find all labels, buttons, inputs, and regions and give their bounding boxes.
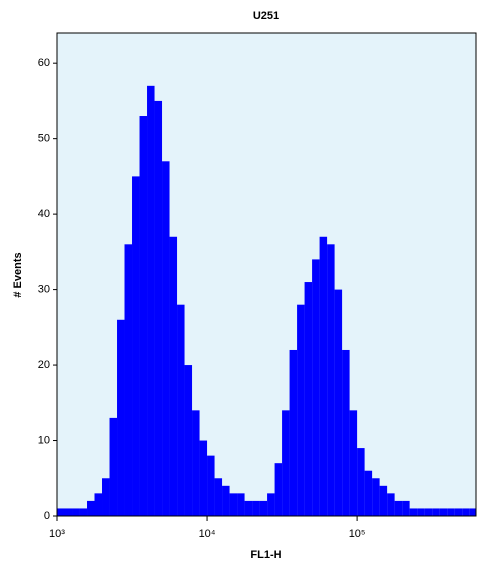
bar xyxy=(274,463,283,516)
bar xyxy=(87,500,95,516)
bar xyxy=(117,319,125,516)
bar xyxy=(312,259,320,516)
bar xyxy=(439,508,448,516)
bar xyxy=(282,410,290,516)
bar xyxy=(154,100,163,516)
bar xyxy=(57,508,65,516)
bar xyxy=(94,493,103,516)
bar xyxy=(259,500,268,516)
bar xyxy=(417,508,425,516)
bar xyxy=(327,244,335,516)
y-tick-label: 0 xyxy=(44,510,50,522)
y-tick-label: 10 xyxy=(38,434,50,446)
y-tick-label: 60 xyxy=(38,57,50,69)
bar xyxy=(447,508,455,516)
bar xyxy=(72,508,80,516)
bar xyxy=(64,508,73,516)
x-axis-label: FL1-H xyxy=(250,549,281,561)
bar xyxy=(252,500,260,516)
bar xyxy=(454,508,463,516)
bar xyxy=(297,304,305,516)
y-tick-label: 50 xyxy=(38,133,50,145)
bar xyxy=(207,455,215,516)
y-tick-label: 20 xyxy=(38,359,50,371)
bar xyxy=(229,493,238,516)
bar xyxy=(147,85,155,516)
y-tick-label: 40 xyxy=(38,208,50,220)
x-tick-label: 10⁵ xyxy=(349,528,366,540)
bar xyxy=(184,365,193,516)
bar xyxy=(462,508,470,516)
bar xyxy=(102,478,110,516)
bar xyxy=(372,478,380,516)
bar xyxy=(394,500,403,516)
x-tick-label: 10⁴ xyxy=(199,528,216,540)
bar xyxy=(349,410,358,516)
bar xyxy=(424,508,433,516)
bar xyxy=(192,410,200,516)
plot-frame xyxy=(56,32,477,517)
bar xyxy=(79,508,88,516)
bar xyxy=(132,176,140,516)
bar xyxy=(199,440,208,516)
bar xyxy=(357,448,365,516)
bar xyxy=(364,470,373,516)
x-tick-label: 10³ xyxy=(49,528,65,540)
bar xyxy=(469,508,476,516)
bar xyxy=(334,289,343,516)
bar xyxy=(342,349,350,516)
bar xyxy=(109,417,118,516)
bar xyxy=(139,116,148,516)
bar xyxy=(304,282,313,516)
bar xyxy=(409,508,418,516)
bar xyxy=(267,493,275,516)
bar xyxy=(124,244,133,516)
bar xyxy=(169,236,178,516)
bar xyxy=(319,236,328,516)
bar xyxy=(222,485,230,516)
bar xyxy=(177,304,185,516)
bar xyxy=(162,161,170,516)
bar xyxy=(402,500,410,516)
bar xyxy=(214,478,223,516)
bar xyxy=(237,493,245,516)
bar xyxy=(432,508,440,516)
chart-title: U251 xyxy=(253,10,279,22)
bar xyxy=(289,349,298,516)
bar xyxy=(244,500,253,516)
bar xyxy=(387,493,395,516)
y-tick-label: 30 xyxy=(38,284,50,296)
bar xyxy=(379,485,388,516)
y-axis-label: # Events xyxy=(12,252,24,297)
